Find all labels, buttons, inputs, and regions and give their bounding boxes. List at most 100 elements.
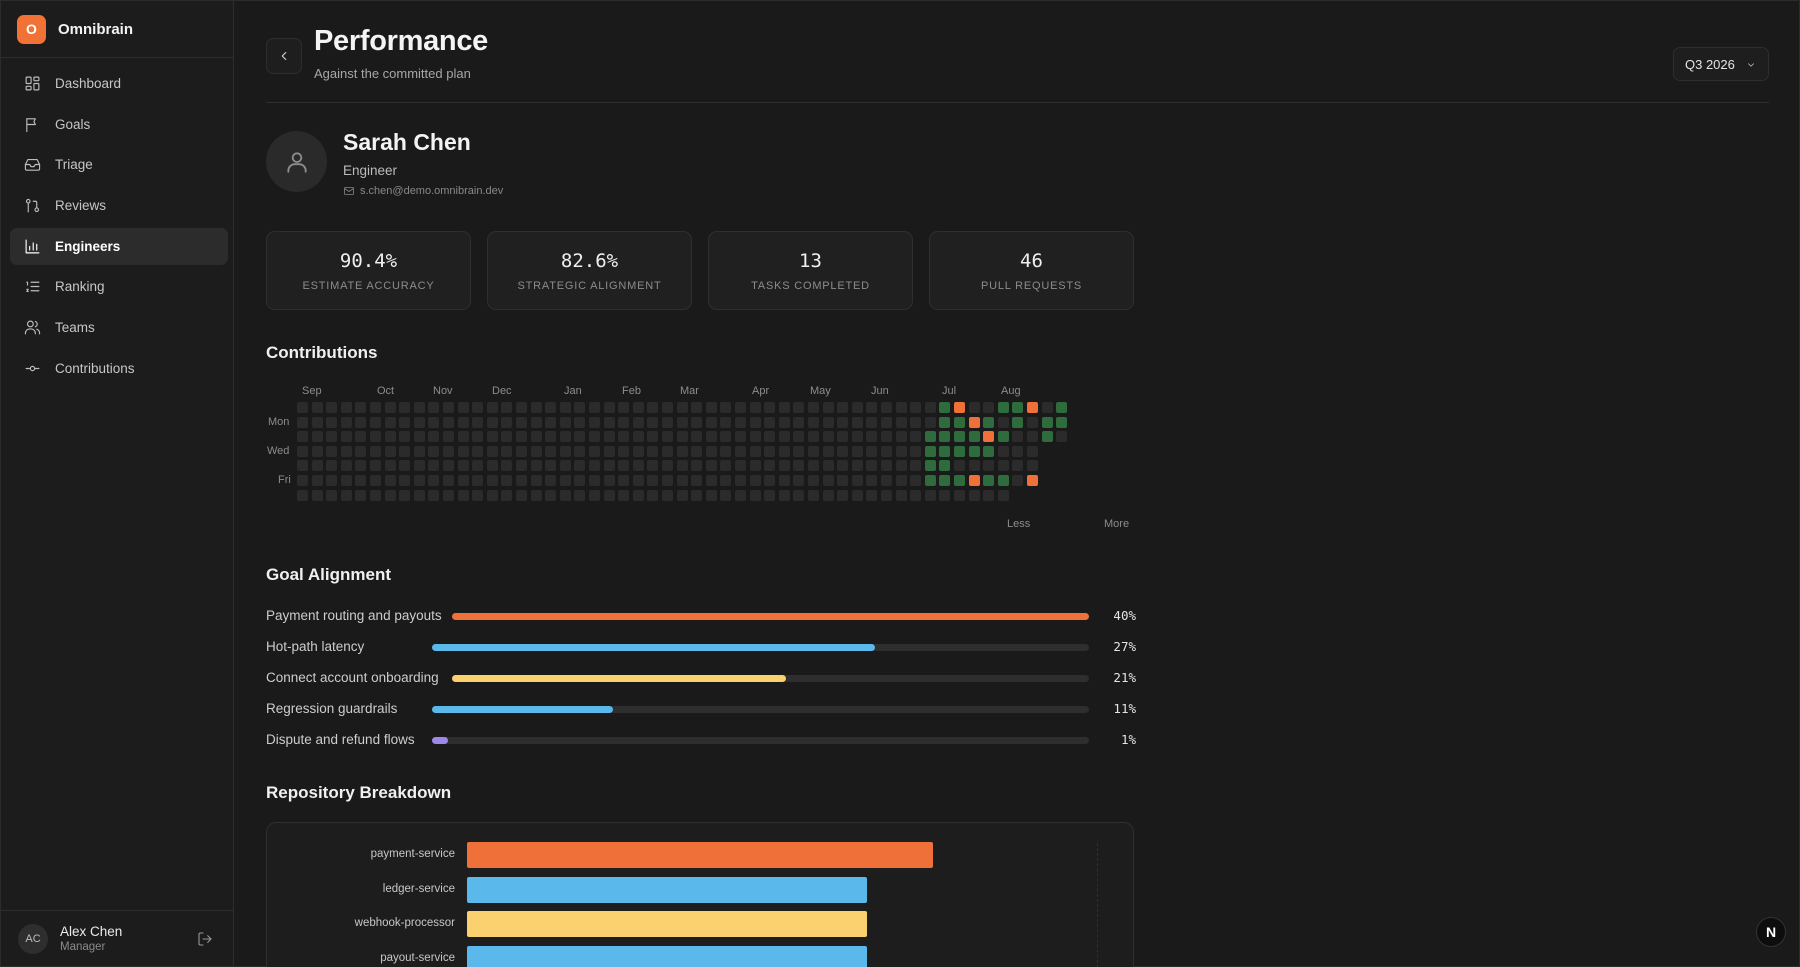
heatmap-cell[interactable] bbox=[574, 460, 586, 472]
heatmap-cell[interactable] bbox=[954, 402, 965, 413]
heatmap-cell[interactable] bbox=[370, 431, 381, 443]
sidebar-item-engineers[interactable]: Engineers bbox=[10, 227, 228, 265]
heatmap-cell[interactable] bbox=[559, 475, 571, 486]
heatmap-cell[interactable] bbox=[691, 402, 703, 413]
heatmap-cell[interactable] bbox=[355, 416, 367, 428]
heatmap-cell[interactable] bbox=[384, 489, 396, 501]
heatmap-cell[interactable] bbox=[1027, 445, 1038, 457]
heatmap-cell[interactable] bbox=[311, 431, 323, 443]
heatmap-cell[interactable] bbox=[822, 445, 834, 457]
heatmap-cell[interactable] bbox=[983, 460, 995, 472]
heatmap-cell[interactable] bbox=[632, 445, 644, 457]
heatmap-cell[interactable] bbox=[939, 431, 951, 443]
heatmap-cell[interactable] bbox=[603, 445, 615, 457]
heatmap-cell[interactable] bbox=[997, 489, 1009, 501]
heatmap-cell[interactable] bbox=[1012, 445, 1024, 457]
heatmap-cell[interactable] bbox=[472, 475, 484, 486]
heatmap-cell[interactable] bbox=[968, 475, 980, 486]
heatmap-cell[interactable] bbox=[851, 489, 863, 501]
heatmap-cell[interactable] bbox=[735, 431, 746, 443]
heatmap-cell[interactable] bbox=[574, 402, 586, 413]
heatmap-cell[interactable] bbox=[1027, 475, 1038, 486]
heatmap-cell[interactable] bbox=[662, 416, 673, 428]
heatmap-cell[interactable] bbox=[647, 460, 659, 472]
heatmap-cell[interactable] bbox=[486, 489, 498, 501]
heatmap-cell[interactable] bbox=[662, 402, 673, 413]
heatmap-cell[interactable] bbox=[691, 416, 703, 428]
heatmap-cell[interactable] bbox=[486, 445, 498, 457]
heatmap-cell[interactable] bbox=[399, 402, 411, 413]
heatmap-cell[interactable] bbox=[589, 445, 600, 457]
heatmap-cell[interactable] bbox=[413, 460, 425, 472]
heatmap-cell[interactable] bbox=[1012, 416, 1024, 428]
heatmap-cell[interactable] bbox=[837, 402, 849, 413]
heatmap-cell[interactable] bbox=[530, 460, 542, 472]
heatmap-cell[interactable] bbox=[443, 460, 454, 472]
goal-row[interactable]: Connect account onboarding 21% bbox=[266, 668, 1136, 688]
heatmap-cell[interactable] bbox=[486, 475, 498, 486]
heatmap-cell[interactable] bbox=[370, 416, 381, 428]
heatmap-cell[interactable] bbox=[428, 475, 440, 486]
heatmap-cell[interactable] bbox=[895, 402, 907, 413]
heatmap-cell[interactable] bbox=[1012, 475, 1024, 486]
heatmap-cell[interactable] bbox=[895, 431, 907, 443]
heatmap-cell[interactable] bbox=[413, 489, 425, 501]
heatmap-cell[interactable] bbox=[1027, 460, 1038, 472]
heatmap-cell[interactable] bbox=[808, 475, 819, 486]
heatmap-cell[interactable] bbox=[983, 416, 995, 428]
heatmap-cell[interactable] bbox=[647, 402, 659, 413]
heatmap-cell[interactable] bbox=[603, 460, 615, 472]
heatmap-cell[interactable] bbox=[516, 475, 527, 486]
heatmap-cell[interactable] bbox=[632, 416, 644, 428]
heatmap-cell[interactable] bbox=[866, 431, 878, 443]
heatmap-cell[interactable] bbox=[808, 416, 819, 428]
heatmap-cell[interactable] bbox=[428, 445, 440, 457]
heatmap-cell[interactable] bbox=[559, 460, 571, 472]
heatmap-cell[interactable] bbox=[720, 460, 732, 472]
heatmap-cell[interactable] bbox=[793, 445, 805, 457]
heatmap-cell[interactable] bbox=[472, 416, 484, 428]
heatmap-cell[interactable] bbox=[749, 416, 761, 428]
engineer-email[interactable]: s.chen@demo.omnibrain.dev bbox=[343, 185, 643, 197]
heatmap-cell[interactable] bbox=[735, 460, 746, 472]
heatmap-cell[interactable] bbox=[311, 402, 323, 413]
heatmap-cell[interactable] bbox=[530, 402, 542, 413]
heatmap-cell[interactable] bbox=[910, 416, 922, 428]
heatmap-cell[interactable] bbox=[326, 402, 338, 413]
heatmap-cell[interactable] bbox=[486, 460, 498, 472]
heatmap-cell[interactable] bbox=[778, 460, 790, 472]
heatmap-cell[interactable] bbox=[545, 489, 557, 501]
heatmap-cell[interactable] bbox=[793, 416, 805, 428]
sidebar-item-ranking[interactable]: Ranking bbox=[10, 268, 228, 305]
heatmap-cell[interactable] bbox=[501, 445, 513, 457]
heatmap-cell[interactable] bbox=[954, 416, 965, 428]
heatmap-cell[interactable] bbox=[501, 460, 513, 472]
heatmap-cell[interactable] bbox=[311, 460, 323, 472]
heatmap-cell[interactable] bbox=[297, 475, 308, 486]
heatmap-cell[interactable] bbox=[676, 402, 688, 413]
repo-bar[interactable] bbox=[467, 876, 867, 903]
heatmap-cell[interactable] bbox=[297, 402, 308, 413]
heatmap-cell[interactable] bbox=[501, 489, 513, 501]
heatmap-cell[interactable] bbox=[311, 475, 323, 486]
heatmap-cell[interactable] bbox=[662, 475, 673, 486]
heatmap-cell[interactable] bbox=[647, 489, 659, 501]
heatmap-cell[interactable] bbox=[384, 402, 396, 413]
heatmap-cell[interactable] bbox=[340, 460, 352, 472]
heatmap-cell[interactable] bbox=[720, 431, 732, 443]
heatmap-cell[interactable] bbox=[910, 402, 922, 413]
heatmap-cell[interactable] bbox=[720, 402, 732, 413]
heatmap-cell[interactable] bbox=[1056, 416, 1068, 428]
heatmap-cell[interactable] bbox=[676, 416, 688, 428]
heatmap-cell[interactable] bbox=[924, 431, 936, 443]
heatmap-cell[interactable] bbox=[647, 475, 659, 486]
heatmap-cell[interactable] bbox=[384, 460, 396, 472]
heatmap-cell[interactable] bbox=[676, 431, 688, 443]
heatmap-cell[interactable] bbox=[851, 460, 863, 472]
heatmap-cell[interactable] bbox=[545, 402, 557, 413]
heatmap-cell[interactable] bbox=[603, 416, 615, 428]
heatmap-cell[interactable] bbox=[311, 445, 323, 457]
heatmap-cell[interactable] bbox=[983, 431, 995, 443]
heatmap-cell[interactable] bbox=[486, 416, 498, 428]
heatmap-cell[interactable] bbox=[399, 416, 411, 428]
